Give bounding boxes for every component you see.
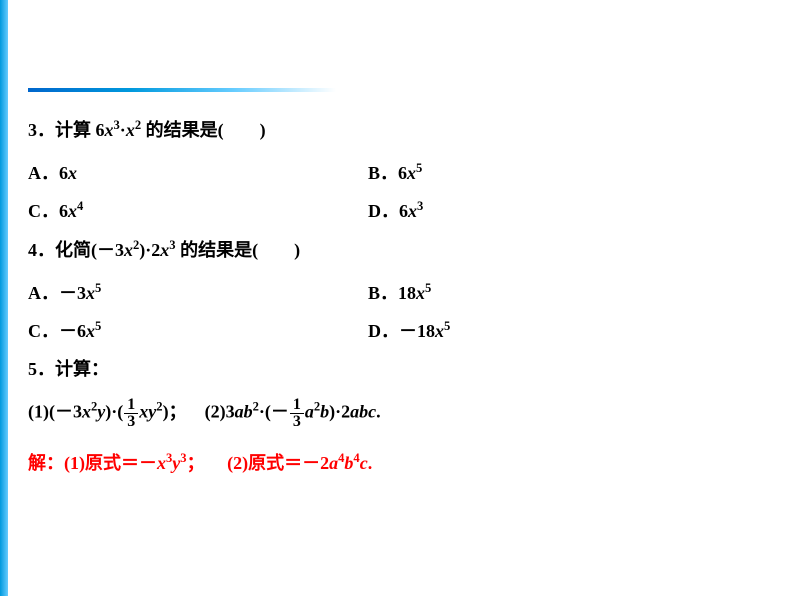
q4-a-label: A．－	[28, 283, 77, 303]
q4-c-e: 5	[95, 319, 101, 333]
q4-d-e: 5	[444, 319, 450, 333]
q4-a-n: 3	[77, 283, 86, 303]
q5-title: 计算：	[55, 359, 109, 379]
q3-a-v: x	[68, 163, 77, 183]
q4-number: 4．	[28, 240, 55, 260]
q3-option-d: D．6x3	[368, 197, 768, 223]
q5-p2-close: )·2	[329, 402, 350, 422]
q5-p1-fden: 3	[124, 414, 138, 430]
ans-label: 解：	[28, 453, 64, 473]
q5-p2-frac: 13	[290, 397, 304, 430]
question-5: 5．计算：	[28, 355, 768, 384]
q3-var2: x	[126, 120, 135, 140]
q3-d-n: 6	[399, 201, 408, 221]
ans-p2-pre: (2)原式＝－2	[227, 453, 329, 473]
q5-p2-ab: ab	[235, 402, 253, 422]
q4-options-row1: A．－3x5 B．18x5	[28, 279, 768, 305]
q4-b-n: 18	[398, 283, 416, 303]
q5-number: 5．	[28, 359, 55, 379]
q5-p1-open: (1)(－3	[28, 402, 82, 422]
q3-c-label: C．	[28, 201, 59, 221]
question-4: 4．化简(－3x2)·2x3 的结果是( )	[28, 235, 768, 265]
q5-p2-b: b	[320, 402, 329, 422]
q4-d-n: 18	[417, 321, 435, 341]
q5-p2-mid: ·(－	[259, 402, 289, 422]
q3-b-n: 6	[398, 163, 407, 183]
q3-d-v: x	[408, 201, 417, 221]
q3-prefix: 计算	[55, 120, 96, 140]
top-divider	[28, 88, 336, 92]
q5-p1-fnum: 1	[124, 397, 138, 414]
ans-p1-end: ；	[187, 453, 205, 473]
q5-p2-fnum: 1	[290, 397, 304, 414]
q4-option-b: B．18x5	[368, 279, 768, 305]
q3-number: 3．	[28, 120, 55, 140]
q4-e1: 3	[115, 240, 124, 260]
q5-p2-open: (2)3	[205, 402, 235, 422]
q5-p1-mid: )·(	[105, 402, 123, 422]
q5-p1-xy: xy	[139, 402, 156, 422]
q4-e2: x	[124, 240, 133, 260]
question-3: 3．计算 6x3·x2 的结果是( )	[28, 115, 768, 145]
q3-coef: 6	[96, 120, 105, 140]
q4-suffix: 的结果是( )	[176, 240, 301, 260]
q3-option-c: C．6x4	[28, 197, 368, 223]
q5-p2-fden: 3	[290, 414, 304, 430]
q3-b-label: B．	[368, 163, 398, 183]
q3-suffix: 的结果是( )	[141, 120, 266, 140]
q3-option-a: A．6x	[28, 159, 368, 185]
q5-p1-frac: 13	[124, 397, 138, 430]
q4-a-e: 5	[95, 281, 101, 295]
q5-p2-end: .	[376, 402, 381, 422]
q5-p1-close: )；	[163, 402, 187, 422]
q4-c-n: 6	[77, 321, 86, 341]
content-area: 3．计算 6x3·x2 的结果是( ) A．6x B．6x5 C．6x4 D．6…	[28, 115, 768, 492]
q5-p2-abc: abc	[350, 402, 376, 422]
q3-c-n: 6	[59, 201, 68, 221]
q4-c-label: C．－	[28, 321, 77, 341]
q4-d-v: x	[435, 321, 444, 341]
q4-prefix: 化简(－	[55, 240, 115, 260]
ans-p1-pre: (1)原式＝－	[64, 453, 157, 473]
q5-p2-a: a	[305, 402, 314, 422]
q4-b-e: 5	[425, 281, 431, 295]
q3-b-e: 5	[416, 161, 422, 175]
q3-options-row1: A．6x B．6x5	[28, 159, 768, 185]
q3-var1: x	[105, 120, 114, 140]
q3-d-label: D．	[368, 201, 399, 221]
q3-b-v: x	[407, 163, 416, 183]
q3-option-b: B．6x5	[368, 159, 768, 185]
q4-options-row2: C．－6x5 D．－18x5	[28, 317, 768, 343]
q4-e4: )·2	[139, 240, 160, 260]
q4-option-c: C．－6x5	[28, 317, 368, 343]
ans-p1-x: x	[157, 453, 166, 473]
q4-option-d: D．－18x5	[368, 317, 768, 343]
q5-expressions: (1)(－3x2y)·(13xy2)； (2)3ab2·(－13a2b)·2ab…	[28, 397, 768, 430]
q3-a-n: 6	[59, 163, 68, 183]
ans-p2-a: a	[329, 453, 338, 473]
q4-b-v: x	[416, 283, 425, 303]
q4-e5: x	[160, 240, 169, 260]
ans-p2-end: .	[368, 453, 373, 473]
q5-p1-x: x	[82, 402, 91, 422]
q4-b-label: B．	[368, 283, 398, 303]
q5-part1: (1)(－3x2y)·(13xy2)；	[28, 397, 187, 430]
left-accent-bar	[0, 0, 8, 596]
q3-options-row2: C．6x4 D．6x3	[28, 197, 768, 223]
q3-d-e: 3	[417, 199, 423, 213]
q3-c-v: x	[68, 201, 77, 221]
q4-a-v: x	[86, 283, 95, 303]
ans-p2-c: c	[360, 453, 368, 473]
q4-option-a: A．－3x5	[28, 279, 368, 305]
q3-a-label: A．	[28, 163, 59, 183]
q3-c-e: 4	[77, 199, 83, 213]
q5-part2: (2)3ab2·(－13a2b)·2abc.	[205, 397, 381, 430]
q4-d-label: D．－	[368, 321, 417, 341]
q4-c-v: x	[86, 321, 95, 341]
answer-line: 解：(1)原式＝－x3y3； (2)原式＝－2a4b4c.	[28, 448, 768, 478]
